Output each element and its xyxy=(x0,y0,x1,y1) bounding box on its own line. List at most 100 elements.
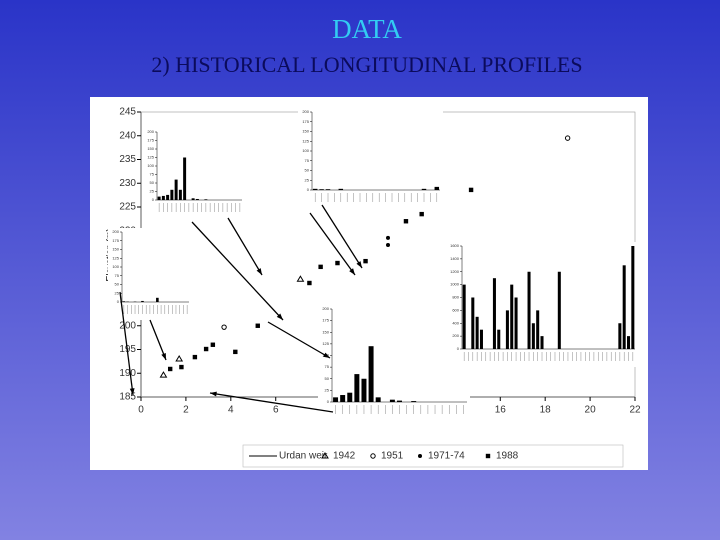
x-tick-label: 4 xyxy=(228,405,234,416)
inset-tick-label: 25 xyxy=(150,189,155,194)
inset-tick-label: 175 xyxy=(112,238,119,243)
arrow xyxy=(267,321,331,359)
inset-bar xyxy=(368,346,374,402)
arrow xyxy=(209,392,334,413)
legend-marker xyxy=(418,454,422,458)
point xyxy=(386,235,390,240)
inset-tick-label: 25 xyxy=(305,177,310,182)
inset-tick-label: 75 xyxy=(150,172,155,177)
inset-tick-label: 1000 xyxy=(450,282,460,287)
inset-bar xyxy=(122,301,126,302)
inset-tick-label: 75 xyxy=(305,158,310,163)
inset-tick-label: 175 xyxy=(147,138,154,143)
inset-tick-label: 150 xyxy=(147,146,154,151)
inset-bar xyxy=(475,316,479,349)
inset-tick-label: 1600 xyxy=(450,243,460,248)
arrow-head xyxy=(129,388,135,395)
legend-box xyxy=(242,444,624,468)
arrow xyxy=(309,212,356,276)
point xyxy=(363,258,368,264)
arrow xyxy=(119,291,134,396)
inset-tick-label: 150 xyxy=(302,129,309,134)
legend-label: Urdan weir xyxy=(279,451,328,462)
inset-tick-label: 125 xyxy=(322,341,329,346)
inset-tick-label: 50 xyxy=(115,282,120,287)
inset-bar xyxy=(389,399,395,402)
inset-background xyxy=(318,305,470,420)
inset-tick-label: 100 xyxy=(112,264,119,269)
inset-bar xyxy=(471,297,475,349)
inset-tick-label: 25 xyxy=(115,290,120,295)
inset-tick-label: 200 xyxy=(322,306,329,311)
inset-tick-label: 600 xyxy=(452,307,459,312)
arrow-head xyxy=(276,313,283,320)
inset-bar xyxy=(397,400,402,402)
inset-tick-label: 200 xyxy=(302,109,309,114)
inset-tick-label: 25 xyxy=(325,387,330,392)
point xyxy=(192,354,198,360)
inset-bar xyxy=(557,271,561,349)
arrow-head xyxy=(356,261,362,268)
inset-bar xyxy=(540,336,544,349)
inset-bar xyxy=(170,189,174,200)
point xyxy=(468,187,474,193)
arrow xyxy=(191,221,284,321)
arrow xyxy=(149,319,167,361)
inset-bar xyxy=(354,374,360,402)
point xyxy=(159,371,168,378)
inset-bar xyxy=(375,397,381,402)
point xyxy=(564,135,571,141)
point xyxy=(307,280,312,286)
inset-bar xyxy=(631,246,635,349)
legend-label: 1971-74 xyxy=(428,451,465,462)
inset-bar xyxy=(514,297,518,349)
point xyxy=(175,355,184,362)
inset-tick-label: 200 xyxy=(452,333,459,338)
point xyxy=(221,324,227,330)
inset-bar xyxy=(204,199,208,200)
inset-bar xyxy=(156,297,159,302)
point xyxy=(318,264,323,270)
x-tick-label: 20 xyxy=(585,405,597,416)
inset-bar xyxy=(183,157,187,200)
inset-tick-label: 175 xyxy=(322,318,329,323)
inset-tick-label: 0 xyxy=(327,399,330,404)
inset-bar xyxy=(141,300,144,302)
inset-bar xyxy=(505,310,509,349)
inset-bar xyxy=(161,195,165,200)
legend-label: 1951 xyxy=(381,451,404,462)
inset-bar xyxy=(195,198,199,200)
inset-tick-label: 50 xyxy=(325,376,330,381)
inset-tick-label: 1400 xyxy=(450,256,460,261)
arrow-head xyxy=(210,391,217,397)
inset-bar xyxy=(338,188,344,190)
inset-bar xyxy=(618,323,622,349)
y-tick-label: 235 xyxy=(119,154,136,165)
arrow-head xyxy=(256,268,262,275)
inset-bar xyxy=(340,395,346,402)
inset-chart: 0 200 400 600 800 1000 1200 1400 1600 xyxy=(448,242,638,367)
point xyxy=(386,243,390,247)
inset-bar xyxy=(527,271,531,349)
x-tick-label: 22 xyxy=(629,405,641,416)
point xyxy=(210,342,216,347)
point xyxy=(419,211,424,217)
inset-tick-label: 0 xyxy=(307,187,310,192)
inset-bar xyxy=(312,188,318,190)
point xyxy=(403,219,409,224)
inset-bar xyxy=(492,278,496,349)
arrow xyxy=(321,204,363,269)
legend-marker xyxy=(485,453,491,459)
inset-bar xyxy=(531,323,535,349)
inset-tick-label: 125 xyxy=(147,155,154,160)
y-tick-label: 200 xyxy=(119,320,136,331)
point xyxy=(296,275,305,282)
point xyxy=(179,364,184,370)
point xyxy=(167,366,173,372)
point xyxy=(233,349,238,355)
inset-background xyxy=(298,108,443,208)
arrow-head xyxy=(323,352,330,358)
